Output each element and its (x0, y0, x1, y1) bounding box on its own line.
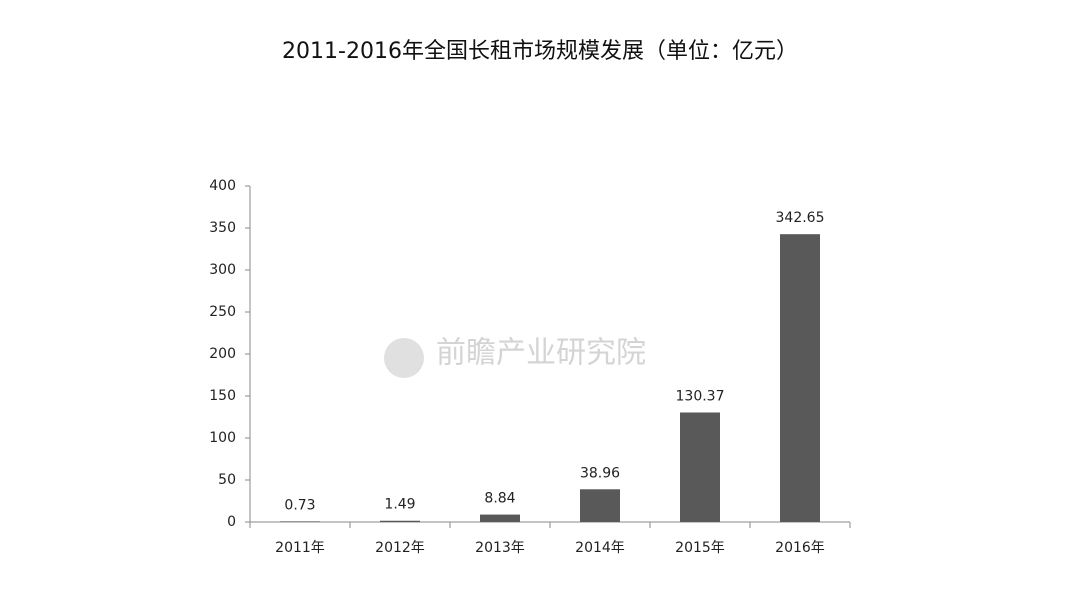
value-label: 1.49 (384, 497, 415, 513)
y-tick-label: 150 (209, 388, 236, 404)
watermark: 前瞻产业研究院 (436, 336, 646, 371)
y-tick-label: 0 (227, 514, 236, 530)
y-tick-label: 200 (209, 346, 236, 362)
chart-title: 2011-2016年全国长租市场规模发展（单位：亿元） (282, 39, 798, 64)
watermark-logo (384, 338, 424, 378)
x-tick-label: 2011年 (275, 540, 325, 556)
y-tick-label: 100 (209, 430, 236, 446)
value-label: 38.96 (580, 465, 620, 481)
bar (480, 514, 520, 522)
x-tick-label: 2015年 (675, 540, 725, 556)
x-tick-label: 2016年 (775, 540, 825, 556)
bar (780, 234, 820, 522)
bar (380, 520, 420, 522)
x-tick-label: 2014年 (575, 540, 625, 556)
x-tick-label: 2012年 (375, 540, 425, 556)
bar (680, 412, 720, 522)
y-tick-label: 250 (209, 304, 236, 320)
value-label: 130.37 (676, 388, 725, 404)
value-label: 0.73 (284, 497, 315, 513)
bar (580, 489, 620, 522)
y-tick-label: 400 (209, 178, 236, 194)
y-tick-label: 350 (209, 220, 236, 236)
x-tick-label: 2013年 (475, 540, 525, 556)
value-label: 342.65 (776, 210, 825, 226)
bar (280, 521, 320, 522)
y-tick-label: 300 (209, 262, 236, 278)
value-label: 8.84 (484, 491, 515, 507)
y-tick-label: 50 (218, 472, 236, 488)
